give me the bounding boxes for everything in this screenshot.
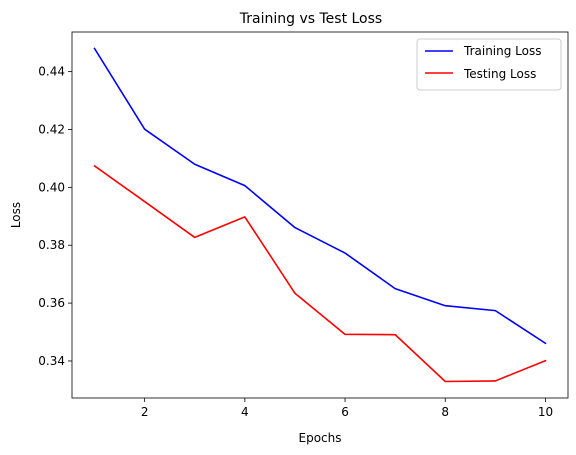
- x-tick-label: 10: [538, 405, 553, 419]
- x-axis-label: Epochs: [299, 431, 342, 445]
- y-tick-label: 0.44: [38, 65, 65, 79]
- training-loss-line: [93, 47, 547, 345]
- y-tick-label: 0.38: [38, 238, 65, 252]
- y-axis-label: Loss: [9, 202, 23, 228]
- x-axis-ticks: 2 4 6 8 10: [141, 398, 553, 419]
- y-tick-label: 0.36: [38, 296, 65, 310]
- series-layer: [93, 47, 547, 383]
- x-tick-label: 6: [341, 405, 349, 419]
- y-tick-label: 0.40: [38, 180, 65, 194]
- y-tick-label: 0.34: [38, 354, 65, 368]
- y-axis-ticks: 0.34 0.36 0.38 0.40 0.42 0.44: [38, 65, 72, 368]
- x-tick-label: 2: [141, 405, 149, 419]
- legend-label-testing: Testing Loss: [463, 67, 536, 81]
- chart-title: Training vs Test Loss: [239, 11, 382, 27]
- x-tick-label: 8: [441, 405, 449, 419]
- legend-label-training: Training Loss: [463, 44, 541, 58]
- plot-frame: [71, 31, 569, 399]
- plot-area: [71, 31, 569, 399]
- y-tick-label: 0.42: [38, 123, 65, 137]
- x-tick-label: 4: [241, 405, 249, 419]
- legend: Training Loss Testing Loss: [416, 38, 562, 91]
- testing-loss-line: [93, 164, 547, 383]
